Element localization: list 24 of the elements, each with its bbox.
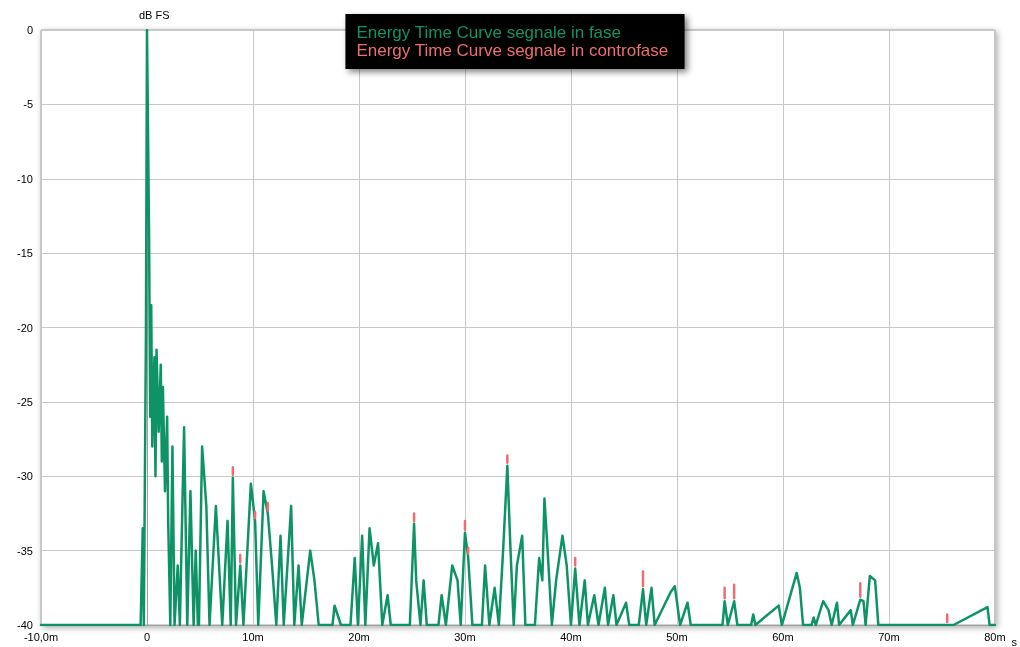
- x-axis-title: s: [1011, 635, 1018, 647]
- line-series: [39, 28, 997, 627]
- x-tick-label: 70m: [878, 630, 900, 643]
- y-axis-title: dB FS: [138, 8, 170, 21]
- y-tick-label: -30: [17, 470, 33, 483]
- text: Energy Time Curve segnale in controfase: [356, 41, 669, 60]
- y-tick-label: -40: [17, 619, 33, 631]
- x-tick-label: 0: [143, 630, 151, 643]
- x-tick-label: 40m: [560, 630, 582, 643]
- y-tick-label: 0: [26, 24, 33, 36]
- x-tick-label: 10m: [242, 630, 264, 643]
- x-tick-label: 50m: [666, 630, 688, 643]
- y-tick-label: -20: [17, 321, 33, 334]
- y-tick-label: -35: [17, 544, 33, 557]
- x-tick-label: -10,0m: [23, 630, 59, 643]
- y-tick-label: -15: [17, 247, 33, 260]
- y-tick-label: -25: [17, 395, 33, 408]
- y-tick-label: -10: [17, 172, 33, 185]
- x-tick-label: 30m: [454, 630, 476, 643]
- x-tick-label: 60m: [772, 630, 794, 643]
- x-tick-label: 80m: [984, 630, 1006, 643]
- text: Energy Time Curve segnale in fase: [356, 23, 622, 42]
- x-tick-label: 20m: [348, 630, 370, 643]
- y-tick-label: -5: [23, 98, 33, 111]
